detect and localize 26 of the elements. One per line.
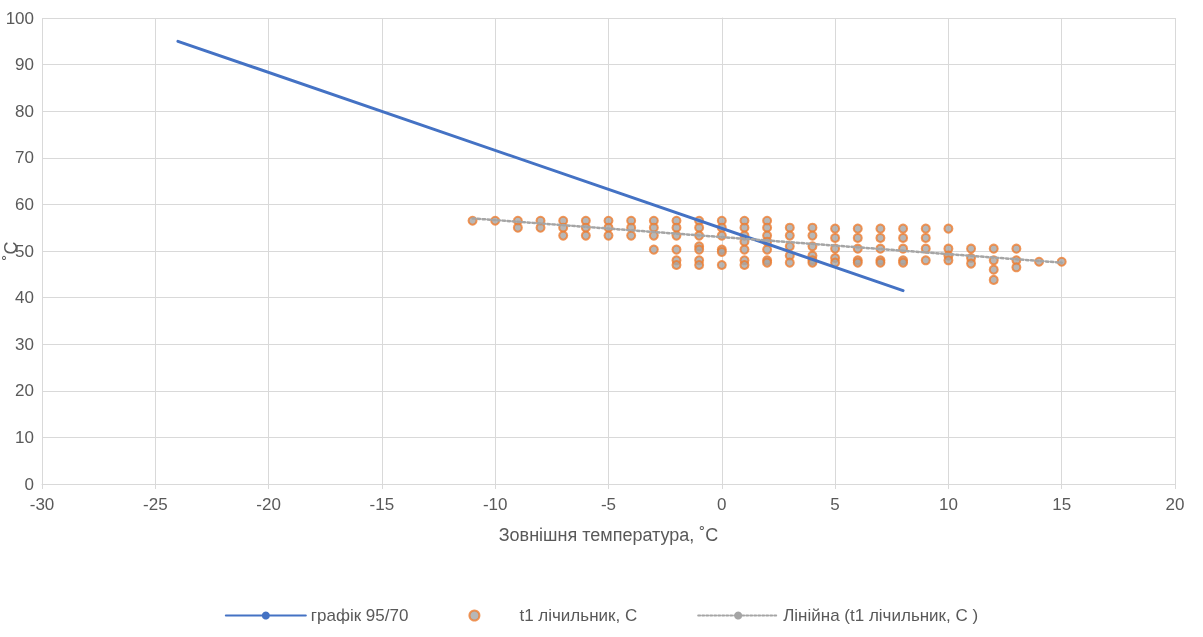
y-tick-label: 40 — [15, 288, 34, 308]
legend-label: Лінійна (t1 лічильник, С ) — [783, 606, 979, 625]
y-tick-label: 80 — [15, 101, 34, 121]
y-tick-label: 20 — [15, 381, 34, 401]
x-tick-label: 15 — [1052, 495, 1072, 514]
y-tick-label: 10 — [15, 427, 34, 447]
x-tick-label: 0 — [717, 495, 727, 514]
x-tick-label: -25 — [143, 495, 168, 514]
y-tick-label: 60 — [15, 194, 34, 214]
y-tick-label: 0 — [24, 474, 34, 494]
x-tick-label: 10 — [938, 495, 958, 514]
y-tick-label: 30 — [15, 334, 34, 354]
y-tick-label: 50 — [15, 241, 34, 261]
x-tick-label: 5 — [830, 495, 840, 514]
x-tick-label: -15 — [369, 495, 395, 514]
y-tick-label: 100 — [5, 8, 34, 28]
x-tick-label: -30 — [29, 495, 55, 514]
x-tick-label: -10 — [482, 495, 508, 514]
legend-label: графік 95/70 — [310, 606, 409, 625]
x-tick-label: -5 — [600, 495, 617, 514]
y-tick-label: 70 — [15, 148, 34, 168]
legend-label: t1 лічильник, С — [519, 606, 638, 625]
y-tick-label: 90 — [15, 55, 34, 75]
x-tick-label: -20 — [256, 495, 281, 514]
x-tick-label: 20 — [1165, 495, 1185, 514]
x-axis-title: Зовнішня температура, ˚C — [498, 525, 719, 545]
